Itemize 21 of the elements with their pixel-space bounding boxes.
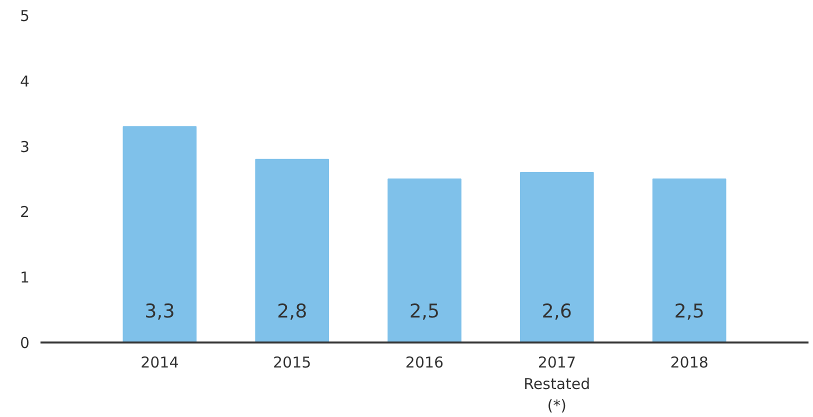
y-tick-label: 4 bbox=[20, 72, 30, 90]
bar bbox=[122, 126, 197, 342]
y-tick-label: 2 bbox=[20, 203, 30, 222]
y-tick-label: 0 bbox=[20, 334, 30, 352]
bar bbox=[520, 172, 594, 342]
data-label: 2,6 bbox=[542, 300, 572, 322]
x-tick-label: 2015 bbox=[273, 354, 312, 372]
bar bbox=[652, 178, 726, 342]
data-label: 2,5 bbox=[674, 300, 704, 322]
data-label: 2,5 bbox=[409, 300, 440, 322]
data-label: 2,8 bbox=[276, 300, 308, 322]
y-tick-label: 1 bbox=[20, 268, 30, 287]
y-tick-label: 5 bbox=[20, 7, 30, 25]
bar bbox=[255, 158, 329, 342]
x-tick-label: 2017 Restated (*) bbox=[524, 354, 590, 415]
x-tick-label: 2016 bbox=[405, 354, 444, 372]
x-tick-label: 2014 bbox=[140, 354, 179, 372]
bar bbox=[388, 178, 462, 342]
y-tick-label: 3 bbox=[20, 138, 30, 156]
data-label: 3,3 bbox=[144, 300, 175, 322]
x-tick-label: 2018 bbox=[670, 354, 708, 372]
